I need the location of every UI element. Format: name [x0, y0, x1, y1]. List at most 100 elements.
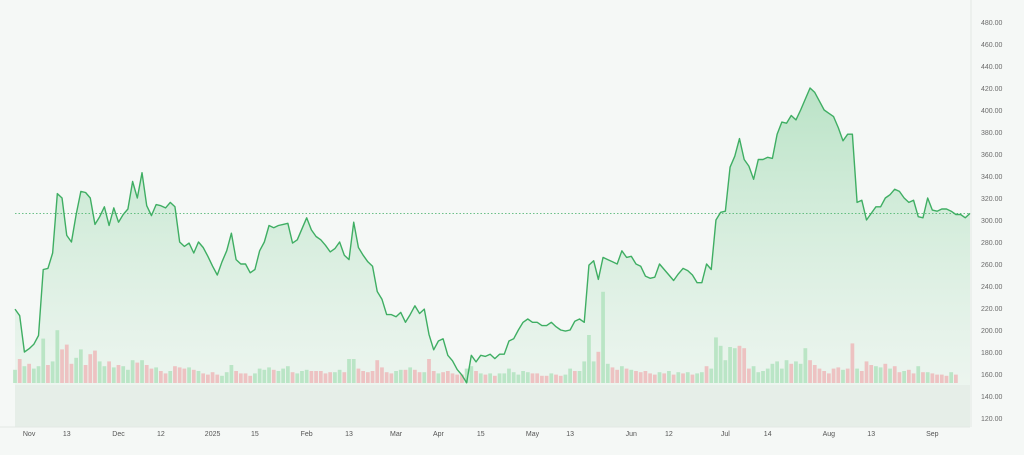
volume-bar: [483, 374, 488, 383]
volume-bar: [765, 368, 770, 383]
volume-bar: [723, 360, 728, 383]
volume-bar: [126, 369, 130, 383]
volume-bar: [413, 369, 417, 383]
volume-bar: [474, 371, 478, 383]
y-tick-label: 220.00: [981, 306, 1003, 313]
volume-bar: [64, 344, 69, 383]
volume-bar: [55, 330, 60, 383]
volume-bar: [634, 371, 638, 383]
volume-bar: [864, 361, 869, 383]
x-tick-label: Aug: [823, 431, 836, 438]
volume-bar: [460, 374, 464, 383]
price-area: [15, 88, 970, 427]
volume-bar: [154, 367, 159, 383]
volume-bar: [859, 371, 864, 383]
y-tick-label: 360.00: [981, 152, 1003, 159]
volume-bar: [605, 363, 610, 383]
y-tick-label: 340.00: [981, 174, 1003, 181]
volume-bar: [620, 366, 624, 383]
volume-bar: [704, 366, 709, 383]
volume-bar: [389, 373, 394, 383]
y-tick-label: 460.00: [981, 42, 1003, 49]
volume-bar: [671, 374, 676, 383]
volume-bar: [836, 367, 841, 383]
x-tick-label: 14: [764, 431, 772, 438]
volume-bar: [144, 365, 149, 383]
volume-bar: [431, 371, 436, 383]
x-tick-label: Jul: [721, 431, 730, 438]
volume-bar: [234, 371, 238, 383]
volume-bar: [158, 371, 163, 383]
volume-bar: [850, 343, 855, 383]
volume-bar: [883, 363, 888, 383]
volume-bar: [549, 373, 554, 383]
volume-bar: [191, 369, 196, 383]
area-baseline-band: [15, 385, 970, 427]
x-tick-label: 13: [63, 431, 71, 438]
volume-bar: [742, 348, 747, 383]
volume-bar: [563, 374, 568, 383]
volume-bar: [17, 359, 22, 383]
volume-bar: [544, 375, 549, 383]
volume-bar: [841, 369, 845, 383]
volume-bar: [46, 365, 50, 383]
volume-bar: [845, 368, 850, 383]
volume-bar: [290, 372, 295, 383]
volume-bar: [111, 367, 116, 383]
volume-bar: [652, 374, 657, 383]
x-tick-label: 15: [251, 431, 259, 438]
volume-bar: [558, 375, 563, 383]
volume-bar: [554, 374, 558, 383]
volume-bar: [530, 373, 535, 383]
volume-bar: [784, 360, 789, 383]
volume-bar: [667, 371, 671, 383]
volume-bar: [714, 337, 718, 383]
volume-bar: [455, 374, 460, 383]
volume-bar: [210, 372, 215, 383]
volume-bar: [497, 373, 502, 383]
volume-bar: [13, 369, 17, 383]
volume-bar: [342, 372, 347, 383]
volume-bar: [36, 366, 41, 383]
volume-bar: [116, 365, 121, 383]
volume-bar: [822, 371, 827, 383]
volume-bar: [902, 371, 907, 383]
volume-bar: [878, 367, 883, 383]
y-tick-label: 320.00: [981, 196, 1003, 203]
volume-bar: [629, 369, 634, 383]
y-axis: 480.00 460.00 440.00 420.00 400.00 380.00 360.…: [970, 0, 1003, 427]
volume-bar: [577, 371, 582, 383]
volume-bar: [337, 369, 342, 383]
volume-bar: [897, 372, 902, 383]
x-tick-label: 13: [566, 431, 574, 438]
volume-bar: [690, 374, 695, 383]
volume-bar: [370, 371, 375, 383]
volume-bar: [521, 371, 525, 383]
y-tick-label: 480.00: [981, 20, 1003, 27]
volume-bar: [507, 368, 511, 383]
volume-bar: [361, 371, 366, 383]
volume-bar: [173, 366, 177, 383]
volume-bar: [869, 365, 874, 383]
volume-bar: [60, 349, 64, 383]
volume-bar: [224, 372, 229, 383]
volume-bar: [107, 361, 111, 383]
volume-bar: [591, 361, 596, 383]
volume-bar: [187, 367, 191, 383]
volume-bar: [102, 366, 107, 383]
volume-bar: [954, 374, 958, 383]
volume-bar: [121, 366, 126, 383]
volume-bar: [615, 369, 620, 383]
volume-bar: [916, 366, 921, 383]
volume-bar: [229, 365, 234, 383]
volume-bar: [365, 372, 370, 383]
volume-bar: [238, 373, 243, 383]
price-line-path: [14, 87, 971, 384]
volume-bar: [921, 372, 925, 383]
volume-bar: [511, 372, 516, 383]
volume-bar: [215, 374, 220, 383]
price-line: [14, 87, 971, 384]
volume-bar: [751, 366, 756, 383]
